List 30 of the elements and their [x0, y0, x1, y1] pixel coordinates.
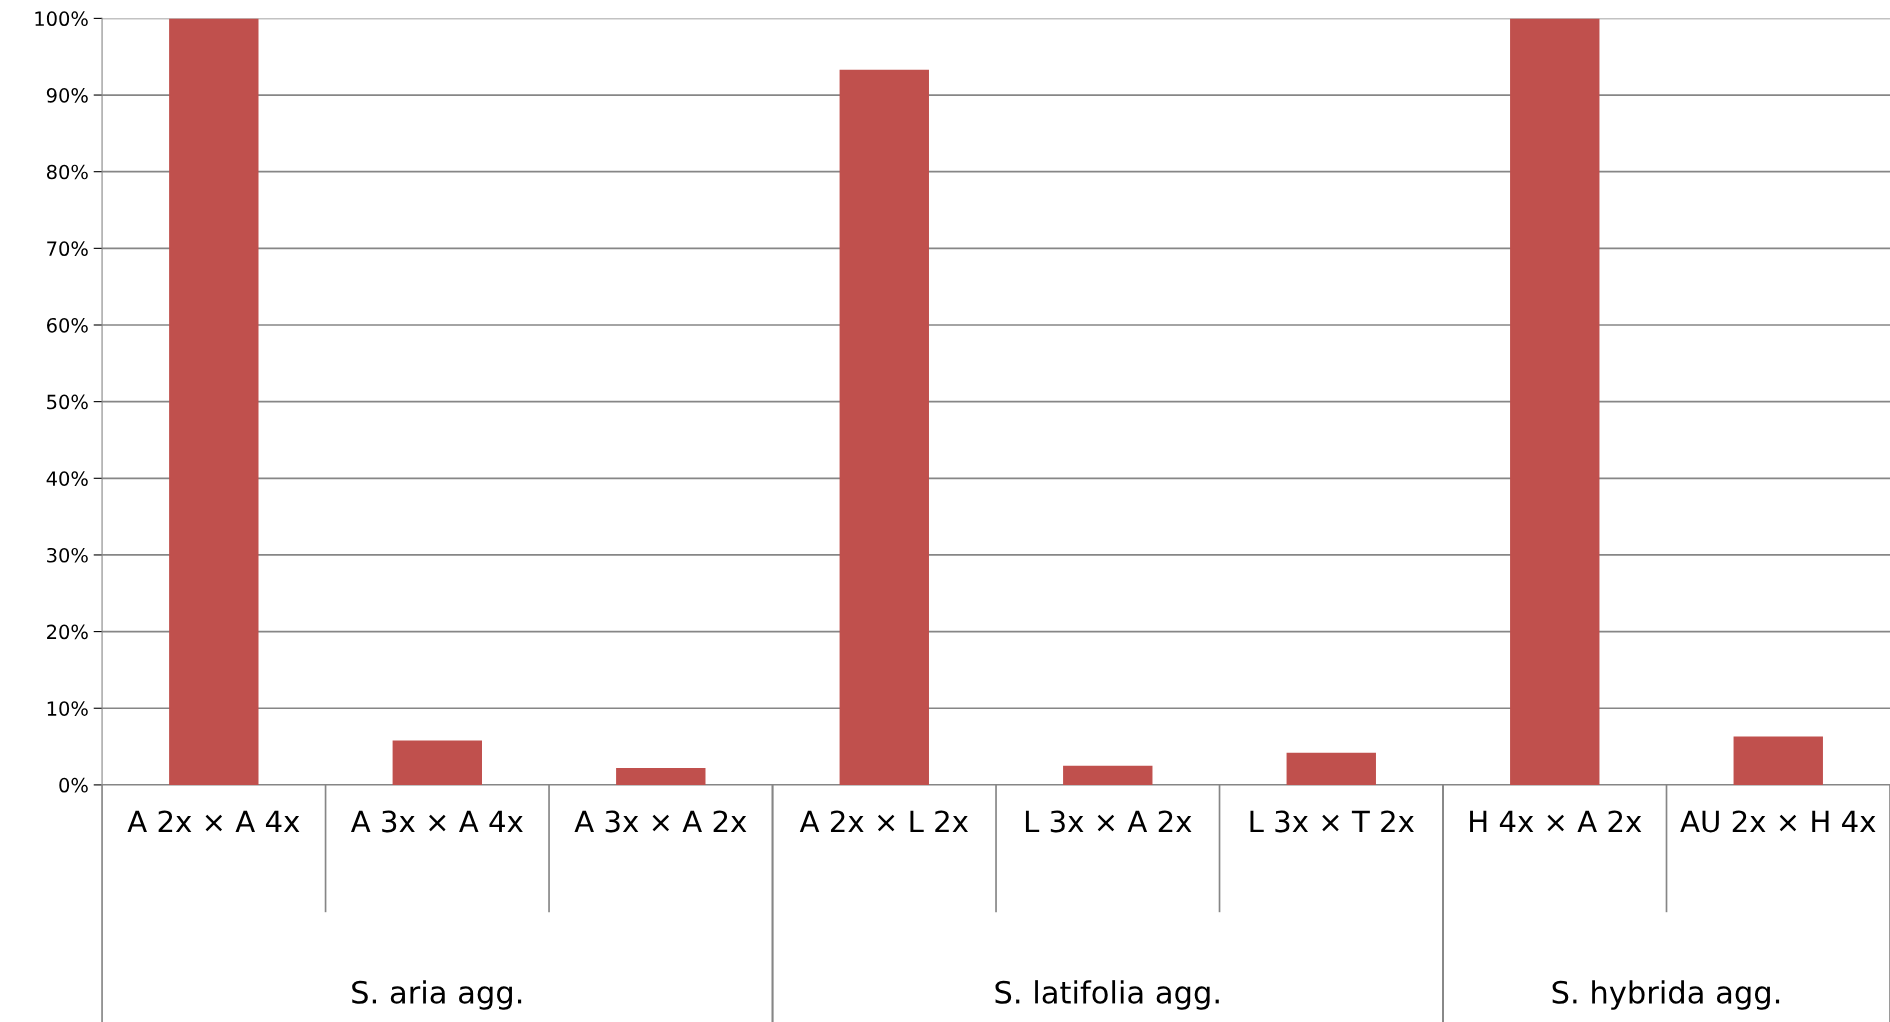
- y-tick-label: 60%: [47, 317, 88, 333]
- x-tick-label: A 3x × A 4x: [351, 810, 523, 833]
- bar: [1733, 736, 1823, 785]
- x-tick-label: L 3x × T 2x: [1250, 810, 1414, 833]
- y-tick-label: 100%: [35, 11, 88, 27]
- y-tick-label: 50%: [47, 394, 88, 410]
- text: S. aria agg.: [352, 980, 522, 1010]
- y-tick-label: 0%: [59, 777, 88, 793]
- x-tick-label: A 2x × L 2x: [799, 810, 969, 833]
- bar: [616, 768, 706, 785]
- x-tick-label: AU 2x × H 4x: [1680, 810, 1876, 833]
- y-tick-label: 80%: [46, 164, 88, 180]
- bar: [1286, 752, 1376, 785]
- bar: [169, 18, 259, 785]
- y-tick-label: 40%: [46, 471, 88, 486]
- y-tick-label: 20%: [47, 624, 88, 640]
- bar: [1063, 765, 1153, 785]
- x-tick-label: A 2x × A 4x: [127, 810, 300, 833]
- x-tick-label: H 4x × A 2x: [1470, 810, 1642, 833]
- text: S. hybrida agg.: [1552, 980, 1780, 1010]
- x-tick-label: L 3x × A 2x: [1025, 810, 1192, 833]
- x-tick-label: A 3x × A 2x: [574, 810, 747, 833]
- text: S. latifolia agg.: [995, 980, 1219, 1010]
- y-tick-label: 90%: [46, 88, 88, 103]
- y-tick-label: 10%: [47, 701, 88, 716]
- bar: [839, 69, 929, 785]
- y-tick-label: 30%: [47, 547, 88, 563]
- y-tick-label: 70%: [47, 241, 88, 257]
- bar: [1510, 18, 1600, 785]
- bar: [392, 740, 482, 785]
